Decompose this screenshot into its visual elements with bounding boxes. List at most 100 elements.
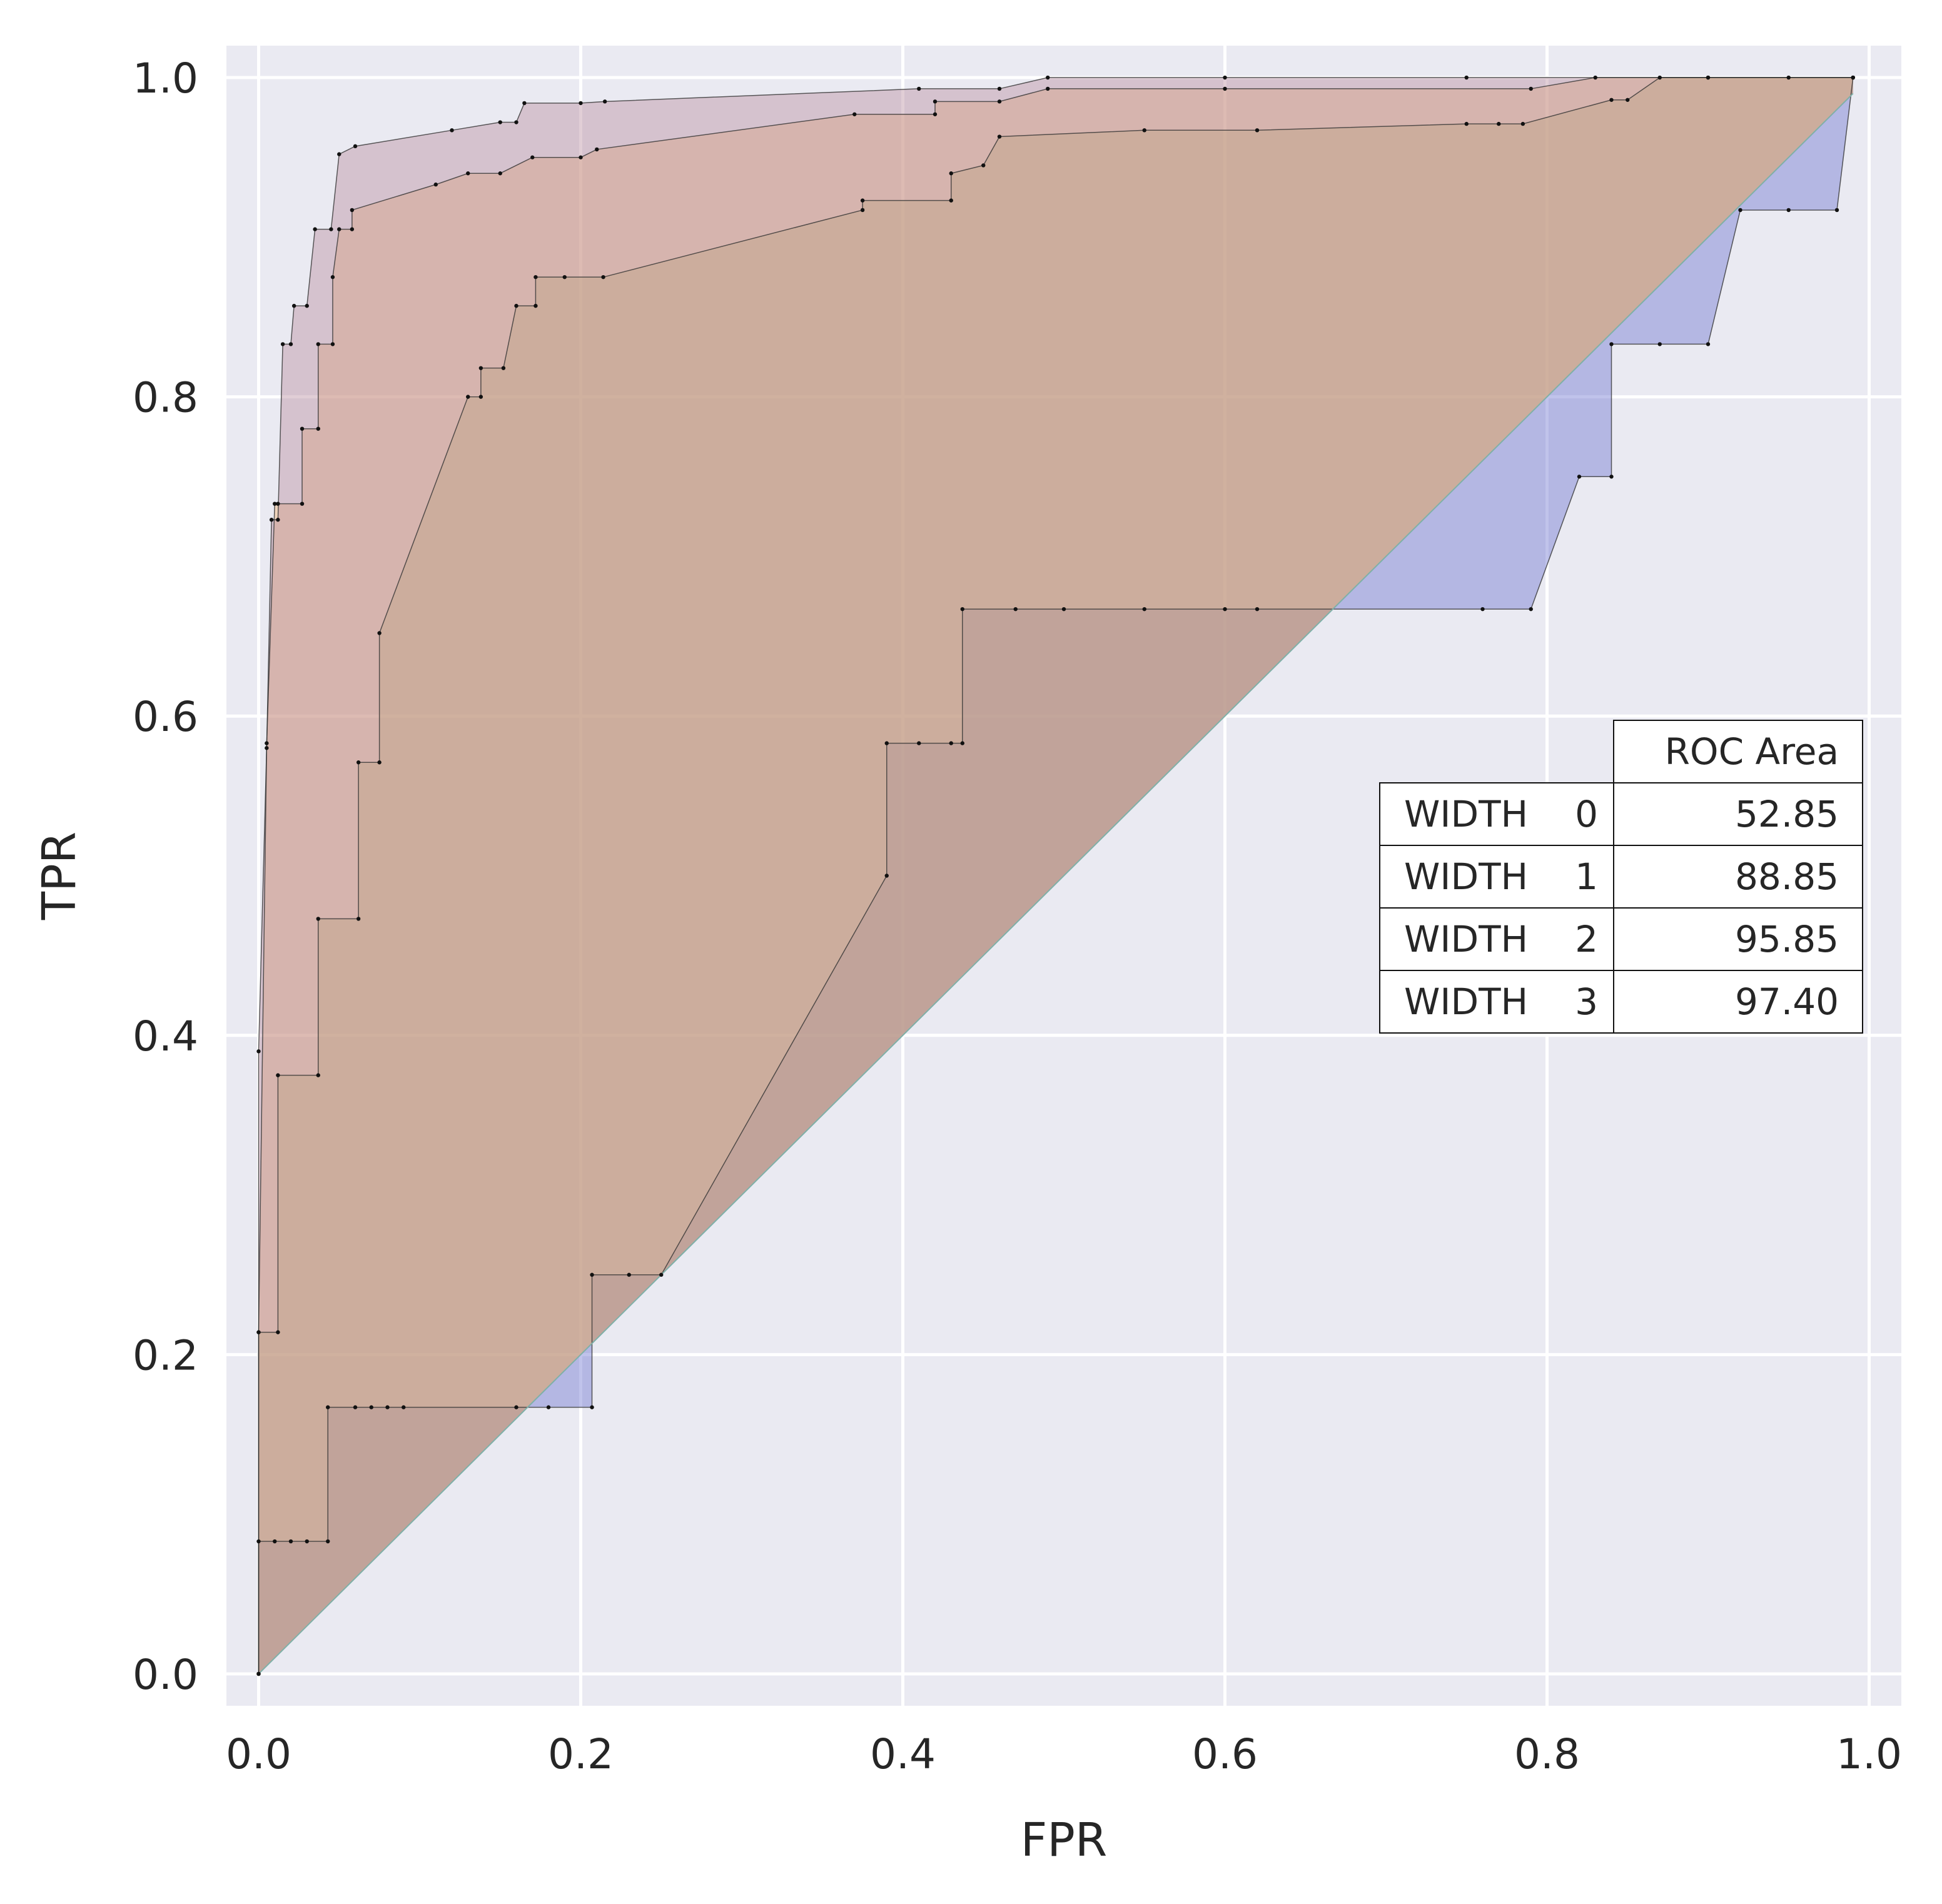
roc-point: [1464, 75, 1469, 80]
roc-point: [933, 99, 938, 104]
y-tick-label: 1.0: [133, 54, 198, 103]
roc-point: [276, 518, 280, 522]
roc-point: [276, 1330, 280, 1334]
table-row-index: 0: [1575, 793, 1598, 835]
roc-point: [601, 275, 605, 280]
roc-point: [534, 303, 538, 308]
roc-point: [291, 303, 296, 308]
roc-point: [265, 741, 269, 745]
roc-point: [350, 208, 355, 213]
table-header-cell: [1613, 720, 1863, 783]
roc-curve-series-2: [258, 77, 1853, 1674]
roc-point: [1061, 607, 1066, 612]
table-row-value: 52.85: [1735, 793, 1839, 835]
roc-point: [1738, 208, 1742, 213]
roc-point: [1464, 121, 1469, 126]
table-label-cell: [1379, 782, 1614, 846]
roc-point: [316, 1073, 320, 1077]
roc-point: [326, 1539, 330, 1544]
roc-point: [1706, 342, 1711, 346]
roc-point: [960, 741, 964, 745]
roc-point: [356, 760, 361, 765]
chance-diagonal: [258, 93, 1854, 1675]
roc-point: [1520, 121, 1525, 126]
roc-point: [1657, 75, 1662, 80]
roc-point: [534, 275, 538, 280]
roc-point: [627, 1272, 631, 1277]
roc-point: [1786, 75, 1791, 80]
y-tick-labels: 0.0 0.2 0.4 0.6 0.8 1.0: [133, 54, 198, 1699]
roc-point: [997, 86, 1002, 91]
roc-point: [337, 152, 341, 156]
roc-point: [316, 426, 320, 431]
roc-point: [330, 275, 335, 280]
roc-point: [514, 1405, 518, 1409]
roc-point: [1142, 128, 1146, 133]
table-row-value: 95.85: [1735, 918, 1839, 960]
x-tick-label: 0.8: [1514, 1730, 1580, 1778]
table-value-cell: [1613, 907, 1863, 971]
roc-point: [514, 303, 518, 308]
roc-point: [377, 631, 382, 635]
roc-point: [860, 198, 865, 203]
roc-point: [1834, 208, 1839, 213]
x-tick-label: 1.0: [1836, 1730, 1902, 1778]
roc-point: [1480, 607, 1485, 612]
roc-point: [1255, 128, 1260, 133]
roc-point: [305, 1539, 309, 1544]
roc-point: [273, 1539, 277, 1544]
roc-point: [288, 342, 293, 346]
roc-point: [860, 208, 865, 213]
roc-point: [1255, 607, 1260, 612]
roc-point: [326, 1405, 330, 1409]
roc-point: [949, 741, 953, 745]
roc-point: [917, 86, 921, 91]
roc-point: [602, 99, 607, 104]
roc-point: [316, 917, 320, 921]
roc-point: [350, 227, 355, 231]
roc-point: [353, 1405, 358, 1409]
roc-point: [433, 182, 438, 187]
roc-point: [377, 760, 382, 765]
roc-point: [450, 128, 454, 133]
y-tick-label: 0.2: [133, 1331, 198, 1379]
table-row-value: 97.40: [1735, 980, 1839, 1023]
roc-point: [1851, 75, 1855, 80]
roc-area-table: ROC Area WIDTH 0 52.85 WIDTH 1 88.85 WID…: [1379, 720, 1863, 1034]
table-label-cell: [1379, 970, 1614, 1034]
roc-point: [256, 1671, 261, 1676]
x-tick-label: 0.6: [1192, 1730, 1258, 1778]
roc-point: [1609, 98, 1614, 102]
roc-point: [369, 1405, 373, 1409]
roc-point: [478, 395, 483, 399]
table-row-value: 88.85: [1735, 855, 1839, 898]
roc-markers: [256, 75, 1855, 1676]
roc-point: [276, 501, 280, 506]
roc-point: [590, 1405, 594, 1409]
roc-point: [337, 227, 341, 231]
roc-point: [884, 874, 889, 878]
roc-point: [1626, 98, 1630, 102]
roc-point: [1609, 342, 1614, 346]
roc-point: [305, 303, 309, 308]
table-header-text: ROC Area: [1665, 730, 1839, 773]
roc-point: [498, 171, 502, 176]
roc-point: [1529, 607, 1533, 612]
roc-point: [590, 1272, 594, 1277]
table-value-cell: [1613, 782, 1863, 846]
table-row-index: 3: [1575, 980, 1598, 1023]
table-row-label: WIDTH: [1404, 980, 1528, 1023]
roc-point: [1142, 607, 1146, 612]
roc-point: [385, 1405, 390, 1409]
y-axis-label: TPR: [33, 832, 86, 920]
x-tick-label: 0.4: [870, 1730, 936, 1778]
roc-point: [997, 134, 1002, 139]
table-row-label: WIDTH: [1404, 793, 1528, 835]
table-row-label: WIDTH: [1404, 855, 1528, 898]
roc-point: [1046, 75, 1050, 80]
roc-point: [917, 741, 921, 745]
x-axis-label: FPR: [1021, 1813, 1108, 1867]
roc-point: [579, 101, 583, 106]
table-row-index: 2: [1575, 918, 1598, 960]
